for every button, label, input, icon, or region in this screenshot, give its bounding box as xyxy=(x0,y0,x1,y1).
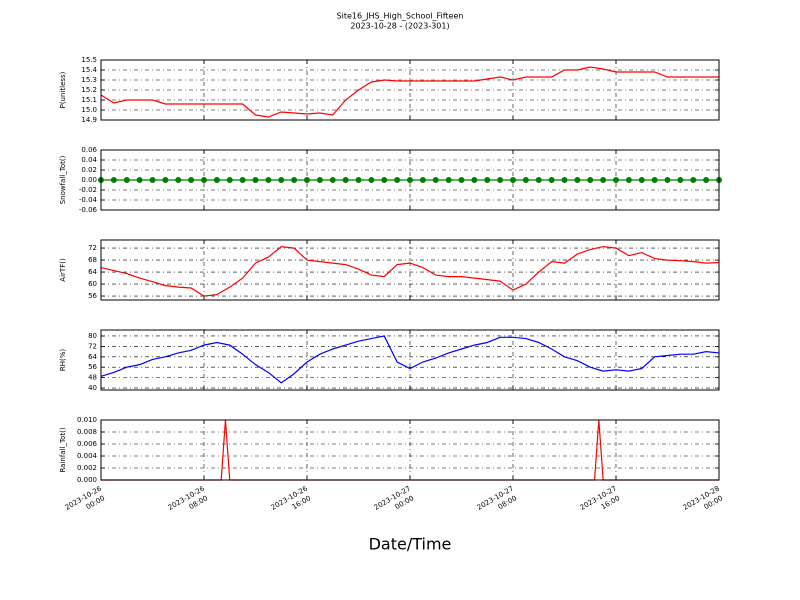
series-line xyxy=(100,66,719,118)
marker xyxy=(329,177,336,183)
y-tick-label: 0.002 xyxy=(77,464,97,472)
y-tick-label: -0.06 xyxy=(79,206,98,214)
y-tick-label: 40 xyxy=(88,384,97,392)
marker xyxy=(368,177,375,183)
y-tick-label: 0.00 xyxy=(81,176,97,184)
marker xyxy=(651,177,658,183)
marker xyxy=(432,177,439,183)
plot-frame xyxy=(100,59,720,121)
y-tick-label: 15.5 xyxy=(81,56,97,64)
x-axis-label: Date/Time xyxy=(369,535,452,554)
y-tick-label: 15.4 xyxy=(81,66,97,74)
marker xyxy=(265,177,272,183)
figure-title: Site16_JHS_High_School_Fifteen xyxy=(337,12,464,21)
marker xyxy=(201,177,207,183)
y-tick-label: 0.04 xyxy=(81,156,97,164)
plot-frame xyxy=(100,239,720,301)
y-tick-label: 0.000 xyxy=(77,476,97,484)
marker xyxy=(355,177,362,183)
marker xyxy=(226,177,233,183)
y-axis-label: RH(%) xyxy=(59,349,67,372)
marker xyxy=(548,177,555,183)
marker xyxy=(471,177,478,183)
plot-frame xyxy=(100,419,720,481)
y-tick-label: 56 xyxy=(88,292,97,300)
y-tick-label: 64 xyxy=(88,353,97,361)
figure-subtitle: 2023-10-28 - (2023-301) xyxy=(350,22,449,31)
marker xyxy=(664,177,671,183)
y-tick-label: 80 xyxy=(88,332,97,340)
marker xyxy=(175,177,182,183)
marker xyxy=(574,177,581,183)
marker xyxy=(484,177,491,183)
marker xyxy=(677,177,684,183)
marker xyxy=(497,177,504,183)
marker xyxy=(458,177,465,183)
marker xyxy=(419,177,426,183)
y-tick-label: 0.010 xyxy=(77,416,97,424)
marker xyxy=(535,177,542,183)
plot-frame xyxy=(100,329,720,391)
marker xyxy=(625,177,632,183)
y-tick-label: 72 xyxy=(88,342,97,350)
y-tick-label: 0.008 xyxy=(77,428,97,436)
marker xyxy=(445,177,452,183)
marker xyxy=(394,177,401,183)
marker xyxy=(587,177,594,183)
y-tick-label: 64 xyxy=(88,268,97,276)
y-tick-label: 0.004 xyxy=(77,452,98,460)
y-tick-label: 60 xyxy=(88,280,97,288)
y-tick-label: 15.3 xyxy=(81,76,97,84)
y-tick-label: 72 xyxy=(88,244,97,252)
y-axis-label: P(unitless) xyxy=(59,71,67,108)
y-tick-label: 15.1 xyxy=(81,96,97,104)
marker xyxy=(136,177,143,183)
y-tick-label: 15.0 xyxy=(81,106,97,114)
y-tick-label: 0.006 xyxy=(77,440,98,448)
marker xyxy=(123,177,130,183)
marker xyxy=(522,177,529,183)
marker xyxy=(407,177,413,183)
y-tick-label: 0.06 xyxy=(81,146,97,154)
marker xyxy=(316,177,323,183)
marker xyxy=(149,177,156,183)
y-tick-label: 68 xyxy=(88,256,97,264)
y-tick-label: -0.04 xyxy=(79,196,98,204)
y-tick-label: 56 xyxy=(88,363,97,371)
marker xyxy=(613,177,619,183)
marker xyxy=(561,177,568,183)
marker xyxy=(638,177,645,183)
series-line xyxy=(100,245,720,297)
y-tick-label: 0.02 xyxy=(81,166,97,174)
marker xyxy=(703,177,710,183)
y-axis-label: Snowfall_Tot() xyxy=(59,155,67,204)
series-line xyxy=(100,335,720,384)
marker xyxy=(239,177,246,183)
y-tick-label: 48 xyxy=(88,374,97,382)
marker xyxy=(213,177,220,183)
marker xyxy=(342,177,349,183)
y-axis-label: Rainfall_Tot() xyxy=(59,427,67,472)
marker xyxy=(291,177,298,183)
marker xyxy=(600,177,607,183)
marker xyxy=(188,177,195,183)
plot-frame xyxy=(100,149,720,211)
marker xyxy=(690,177,697,183)
marker xyxy=(278,177,285,183)
y-tick-label: 15.2 xyxy=(81,86,97,94)
marker xyxy=(162,177,169,183)
marker xyxy=(381,177,388,183)
y-axis-label: AirTF() xyxy=(59,258,67,282)
y-tick-label: 14.9 xyxy=(81,116,97,124)
marker xyxy=(510,177,516,183)
marker xyxy=(252,177,259,183)
marker xyxy=(110,177,117,183)
y-tick-label: -0.02 xyxy=(79,186,97,194)
marker xyxy=(304,177,310,183)
